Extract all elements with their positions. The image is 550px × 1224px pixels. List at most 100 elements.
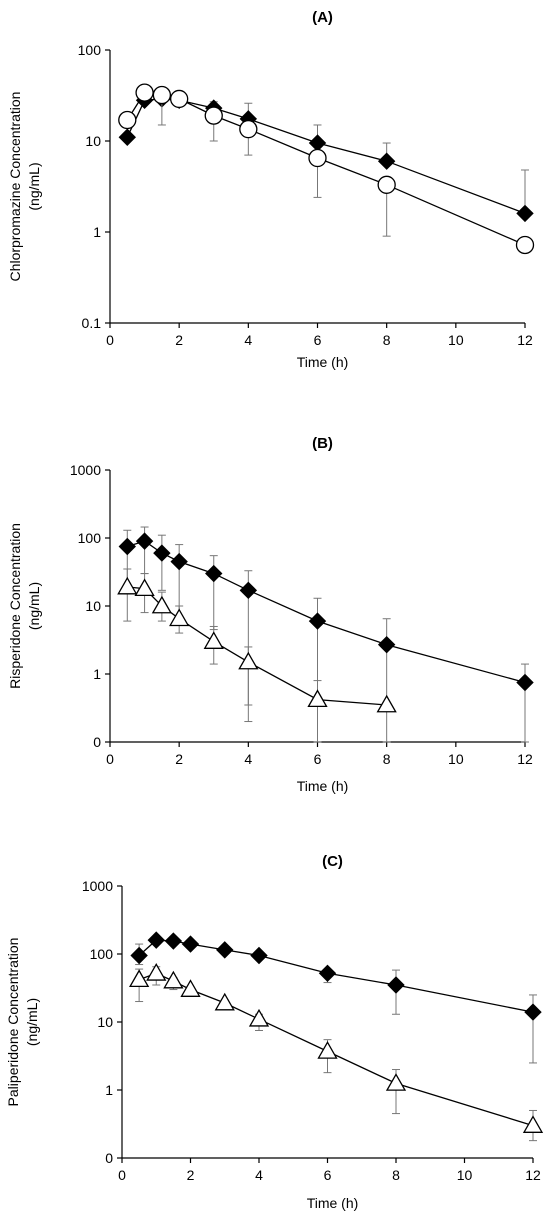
y-tick-label: 1 (93, 224, 101, 240)
data-point (239, 581, 258, 600)
data-point (118, 110, 137, 130)
chart-panel-b: (B) 0 2 4 6 8 10 12 0 1 10 100 1000 Time (h) Risperido… (7, 435, 534, 794)
x-tick-label: 8 (392, 1167, 400, 1183)
y-axis-title-line: Risperidone Concentration (7, 523, 23, 689)
data-point (515, 235, 535, 255)
data-point (377, 152, 396, 170)
x-tick-label: 8 (383, 332, 391, 348)
x-tick-label: 0 (106, 751, 114, 767)
x-tick-label: 6 (314, 332, 322, 348)
data-point (239, 119, 258, 139)
y-tick-label: 1 (93, 666, 101, 682)
y-tick-label: 0.1 (82, 315, 102, 331)
data-point (203, 631, 224, 649)
series-2 (129, 963, 544, 1142)
data-point (147, 931, 165, 949)
data-point (522, 1115, 544, 1133)
data-point (151, 595, 172, 614)
series-2 (118, 83, 535, 255)
y-tick-label: 1000 (82, 878, 113, 894)
x-tick-label: 0 (106, 332, 114, 348)
x-tick-label: 4 (244, 332, 252, 348)
x-axis-title: Time (h) (297, 354, 349, 370)
data-point (169, 608, 190, 627)
y-tick-label: 0 (105, 1150, 113, 1166)
data-point (387, 976, 405, 994)
data-point (308, 612, 327, 630)
data-point (248, 1008, 270, 1027)
data-point (216, 941, 234, 959)
y-axis-title: Chlorpromazine Concentration (ng/mL) (7, 92, 42, 282)
data-point (376, 694, 397, 713)
series-1 (130, 931, 542, 1064)
chart-panel-a: (A) 0 2 4 6 8 10 12 0.1 1 10 100 Time (h) Chlorpromaz… (7, 9, 535, 370)
data-point (377, 175, 396, 194)
data-point (181, 935, 200, 953)
series-2 (117, 568, 397, 743)
x-tick-label: 12 (517, 751, 533, 767)
data-point (214, 992, 235, 1011)
x-tick-label: 6 (324, 1167, 332, 1183)
y-axis-title: Paliperidone Concentration (ng/mL) (5, 938, 40, 1107)
panel-title: (B) (312, 435, 333, 452)
x-tick-label: 0 (118, 1167, 126, 1183)
y-axis-title-line: (ng/mL) (26, 162, 42, 210)
x-tick-label: 4 (244, 751, 252, 767)
x-tick-label: 6 (314, 751, 322, 767)
y-tick-label: 100 (78, 530, 102, 546)
data-point (135, 83, 154, 102)
y-tick-label: 1 (105, 1082, 113, 1098)
x-tick-label: 10 (448, 332, 464, 348)
data-point (238, 651, 259, 670)
series-1 (118, 526, 534, 743)
data-point (153, 544, 171, 562)
x-tick-label: 2 (187, 1167, 195, 1183)
data-point (308, 134, 327, 152)
data-point (524, 1003, 542, 1021)
data-point (317, 1041, 338, 1059)
panel-title: (C) (322, 853, 343, 870)
data-point (170, 552, 188, 571)
x-tick-label: 10 (457, 1167, 473, 1183)
data-point (308, 148, 327, 168)
data-point (134, 578, 155, 597)
y-tick-label: 1000 (70, 462, 101, 478)
y-tick-label: 10 (97, 1014, 113, 1030)
y-axis-title: Risperidone Concentration (ng/mL) (7, 523, 42, 689)
data-point (129, 969, 150, 988)
data-point (163, 970, 184, 989)
data-point (385, 1073, 407, 1091)
x-tick-label: 4 (255, 1167, 263, 1183)
data-point (204, 106, 223, 125)
data-point (118, 128, 136, 146)
y-tick-label: 10 (85, 598, 101, 614)
x-tick-label: 2 (175, 751, 183, 767)
chart-panel-c: (C) 0 2 4 6 8 10 12 0 1 10 100 1000 Time (h) Paliperid… (5, 853, 544, 1211)
data-point (170, 89, 189, 109)
data-point (205, 564, 223, 583)
y-tick-label: 100 (78, 42, 102, 58)
x-tick-label: 12 (517, 332, 533, 348)
data-point (118, 537, 136, 556)
panel-title: (A) (312, 9, 333, 26)
data-point (146, 963, 167, 981)
series-line (138, 939, 534, 1013)
data-point (152, 85, 172, 105)
x-tick-label: 12 (525, 1167, 541, 1183)
y-tick-label: 10 (85, 133, 101, 149)
y-tick-label: 100 (90, 946, 114, 962)
data-point (318, 964, 337, 983)
data-point (307, 689, 328, 708)
data-point (180, 979, 201, 997)
y-axis-title-line: (ng/mL) (24, 998, 40, 1046)
data-point (164, 932, 183, 950)
x-axis-title: Time (h) (307, 1195, 359, 1211)
x-tick-label: 10 (448, 751, 464, 767)
y-axis-title-line: Chlorpromazine Concentration (7, 92, 23, 282)
data-point (135, 532, 154, 550)
data-point (377, 635, 396, 654)
y-tick-label: 0 (93, 734, 101, 750)
data-point (117, 576, 138, 595)
x-tick-label: 8 (383, 751, 391, 767)
